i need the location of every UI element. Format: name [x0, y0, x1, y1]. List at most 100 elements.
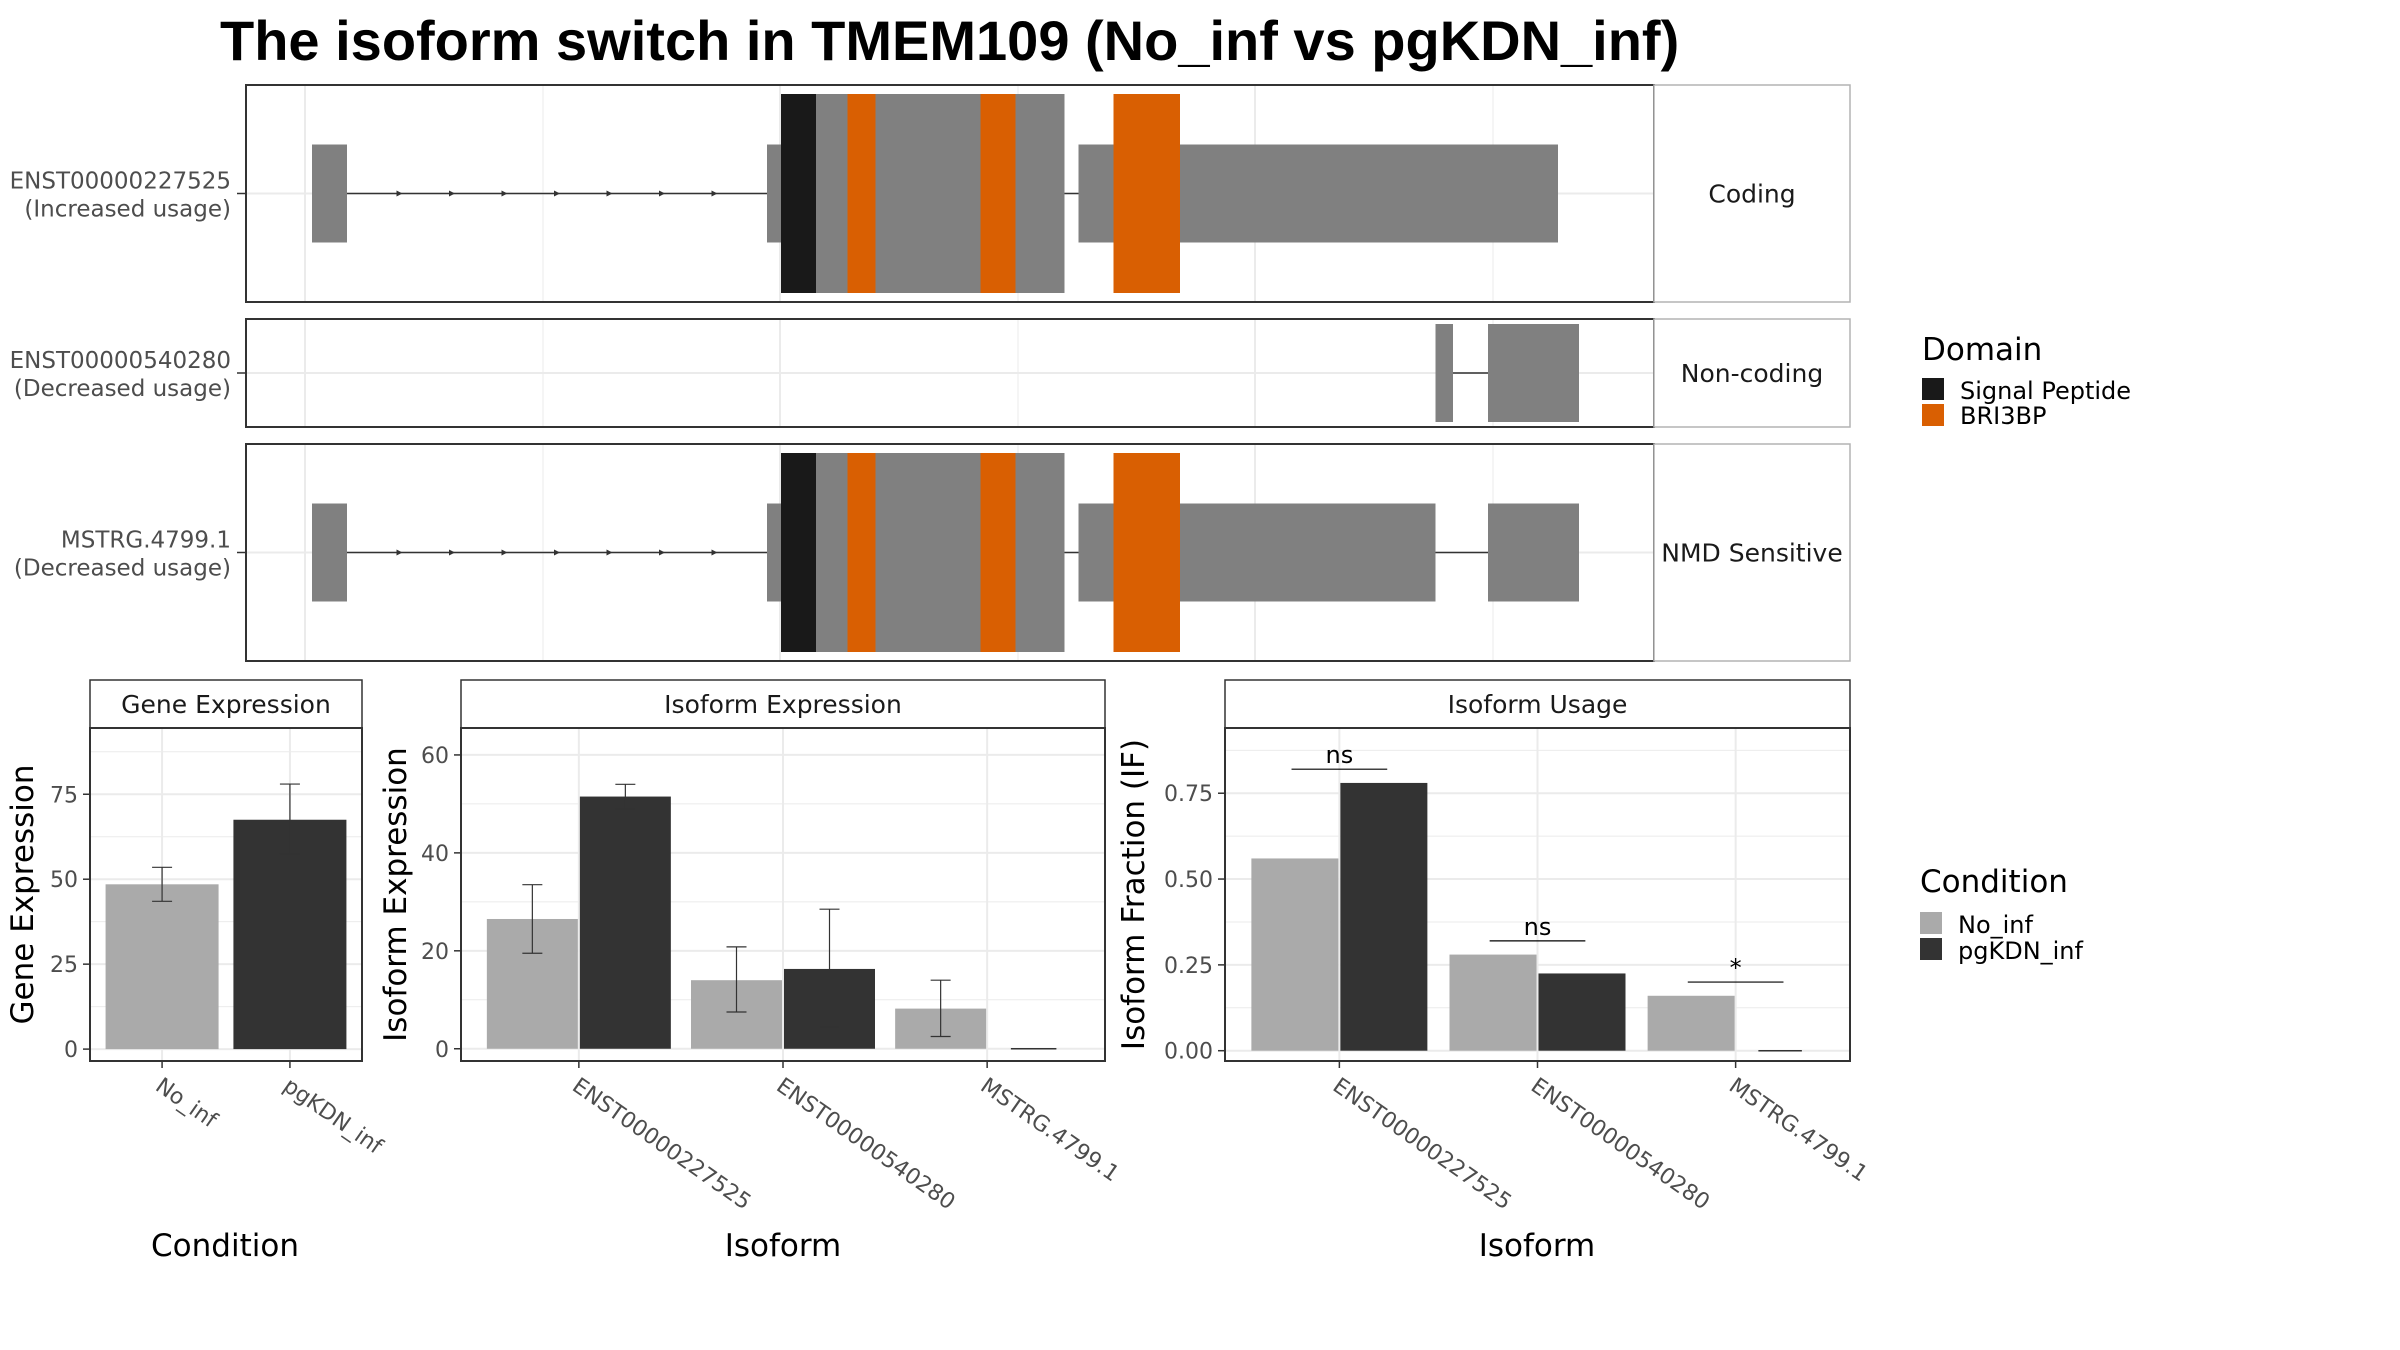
exon-block [1078, 503, 1103, 602]
chart-panel-border [89, 727, 363, 1062]
bar-no-inf-enst00000540280 [1449, 954, 1537, 1051]
transcript-type-strip [1653, 443, 1851, 662]
y-tick-label: 0.50 [1164, 868, 1213, 893]
signal-peptide-swatch [1922, 378, 1944, 400]
intron-arrow-icon [659, 190, 665, 197]
exon-block [312, 144, 347, 243]
x-axis-title: Condition [151, 1228, 299, 1264]
chart-title: Isoform Expression [664, 690, 902, 719]
x-axis-title: Isoform [725, 1228, 842, 1264]
pgkdn-inf-swatch [1920, 938, 1942, 960]
exon-block [312, 503, 347, 602]
bri3bp-swatch [1922, 404, 1944, 426]
intron-arrow-icon [449, 190, 455, 197]
exon-block [1078, 144, 1103, 243]
x-axis-title: Isoform [1479, 1228, 1596, 1264]
intron-arrow-icon [501, 190, 508, 197]
y-axis-title: Gene Expression [5, 765, 41, 1025]
transcript-row-enst00000227525: Coding ENST00000227525(Increased usage) [10, 84, 1851, 303]
y-tick-label: 50 [50, 868, 78, 893]
x-tick-label: ENST00000227525 [1328, 1073, 1516, 1215]
significance-label: ns [1326, 741, 1354, 769]
intron-arrow-icon [711, 190, 718, 197]
figure-title: The isoform switch in TMEM109 (No_inf vs… [220, 9, 1679, 72]
bar-pgkdn-inf-enst00000540280 [1538, 973, 1626, 1051]
y-tick-label: 40 [421, 842, 449, 867]
x-tick-label: MSTRG.4799.1 [976, 1073, 1124, 1187]
x-tick-label: ENST00000540280 [1526, 1073, 1714, 1215]
bar-chart-isoform-usage: Isoform Usage ns ns * 0.00 0.25 0.50 0.75 ENST00… [1116, 679, 1872, 1264]
bar-chart-gene-expression: Gene Expression 0 25 50 75 No_inf pgKDN_inf Con… [5, 679, 388, 1264]
bar-no-inf-enst00000227525 [1251, 858, 1339, 1051]
y-tick-label: 20 [421, 940, 449, 965]
intron-arrow-icon [711, 549, 718, 556]
significance-label: * [1730, 954, 1742, 982]
y-tick-label: 0 [64, 1038, 78, 1063]
transcript-id-label: ENST00000227525 [10, 169, 231, 195]
transcript-row-mstrg-4799-1: NMD Sensitive MSTRG.4799.1(Decreased usag… [14, 443, 1851, 662]
intron-arrow-icon [659, 549, 665, 556]
transcript-type-label: Non-coding [1681, 359, 1823, 388]
transcript-id-label: MSTRG.4799.1 [61, 528, 231, 554]
bri3bp-domain [1113, 453, 1180, 652]
transcript-type-label: NMD Sensitive [1661, 539, 1842, 568]
domain-legend: Domain Signal Peptide BRI3BP [1922, 332, 2131, 430]
intron-arrow-icon [396, 190, 403, 197]
signal-peptide-domain [781, 94, 816, 293]
bri3bp-legend-label: BRI3BP [1960, 402, 2046, 430]
intron-arrow-icon [554, 190, 560, 197]
x-tick-label: MSTRG.4799.1 [1724, 1073, 1872, 1187]
bri3bp-domain [980, 94, 1016, 293]
x-tick-label: pgKDN_inf [278, 1073, 387, 1160]
x-tick-label: No_inf [151, 1073, 223, 1134]
y-axis-title: Isoform Fraction (IF) [1116, 739, 1152, 1050]
exon-block [767, 503, 781, 602]
transcript-id-label: ENST00000540280 [10, 348, 231, 374]
condition-legend-title: Condition [1920, 864, 2068, 900]
exon-block [767, 144, 781, 243]
bar-charts: Gene Expression 0 25 50 75 No_inf pgKDN_inf Con… [5, 679, 1872, 1264]
transcript-row-enst00000540280: Non-coding ENST00000540280(Decreased usag… [10, 318, 1851, 428]
exon-block [1488, 503, 1579, 602]
x-tick-label: ENST00000227525 [567, 1073, 755, 1215]
chart-strip [1224, 679, 1851, 729]
bar-pgkdn-inf-enst00000227525 [1340, 782, 1428, 1051]
transcript-structure-plot: Coding ENST00000227525(Increased usage) No… [10, 84, 1851, 662]
transcript-type-strip [1653, 84, 1851, 303]
y-tick-label: 25 [50, 953, 78, 978]
condition-legend: Condition No_inf pgKDN_inf [1920, 864, 2084, 965]
no-inf-legend-label: No_inf [1958, 911, 2034, 939]
signal-peptide-domain [781, 453, 816, 652]
bri3bp-domain [980, 453, 1016, 652]
intron-arrow-icon [554, 549, 560, 556]
intron-arrow-icon [606, 190, 613, 197]
bar-no-inf-mstrg-4799-1 [1647, 995, 1735, 1051]
y-tick-label: 0.25 [1164, 954, 1213, 979]
y-tick-label: 0.00 [1164, 1040, 1213, 1065]
chart-title: Isoform Usage [1448, 690, 1628, 719]
transcript-usage-label: (Increased usage) [24, 197, 231, 223]
exon-block [1435, 324, 1453, 422]
transcript-usage-label: (Decreased usage) [14, 556, 231, 582]
x-tick-label: ENST00000540280 [772, 1073, 960, 1215]
transcript-type-label: Coding [1708, 180, 1795, 209]
y-tick-label: 0.75 [1164, 782, 1213, 807]
bar-pgkdn-inf-enst00000227525 [579, 796, 671, 1049]
bar-pgkdn-inf-pgkdn-inf [233, 819, 347, 1050]
pgkdn-inf-legend-label: pgKDN_inf [1958, 937, 2084, 965]
bar-chart-isoform-expression: Isoform Expression 0 20 40 60 ENST00000227525… [378, 679, 1124, 1264]
significance-label: ns [1524, 913, 1552, 941]
signal-peptide-legend-label: Signal Peptide [1960, 377, 2131, 405]
bar-no-inf-no-inf [105, 884, 219, 1050]
transcript-usage-label: (Decreased usage) [14, 376, 231, 402]
bri3bp-domain [847, 94, 876, 293]
y-tick-label: 0 [435, 1038, 449, 1063]
intron-arrow-icon [501, 549, 508, 556]
chart-title: Gene Expression [121, 690, 331, 719]
chart-strip [89, 679, 363, 729]
y-axis-title: Isoform Expression [378, 747, 414, 1042]
y-tick-label: 75 [50, 783, 78, 808]
no-inf-swatch [1920, 912, 1942, 934]
bri3bp-domain [847, 453, 876, 652]
